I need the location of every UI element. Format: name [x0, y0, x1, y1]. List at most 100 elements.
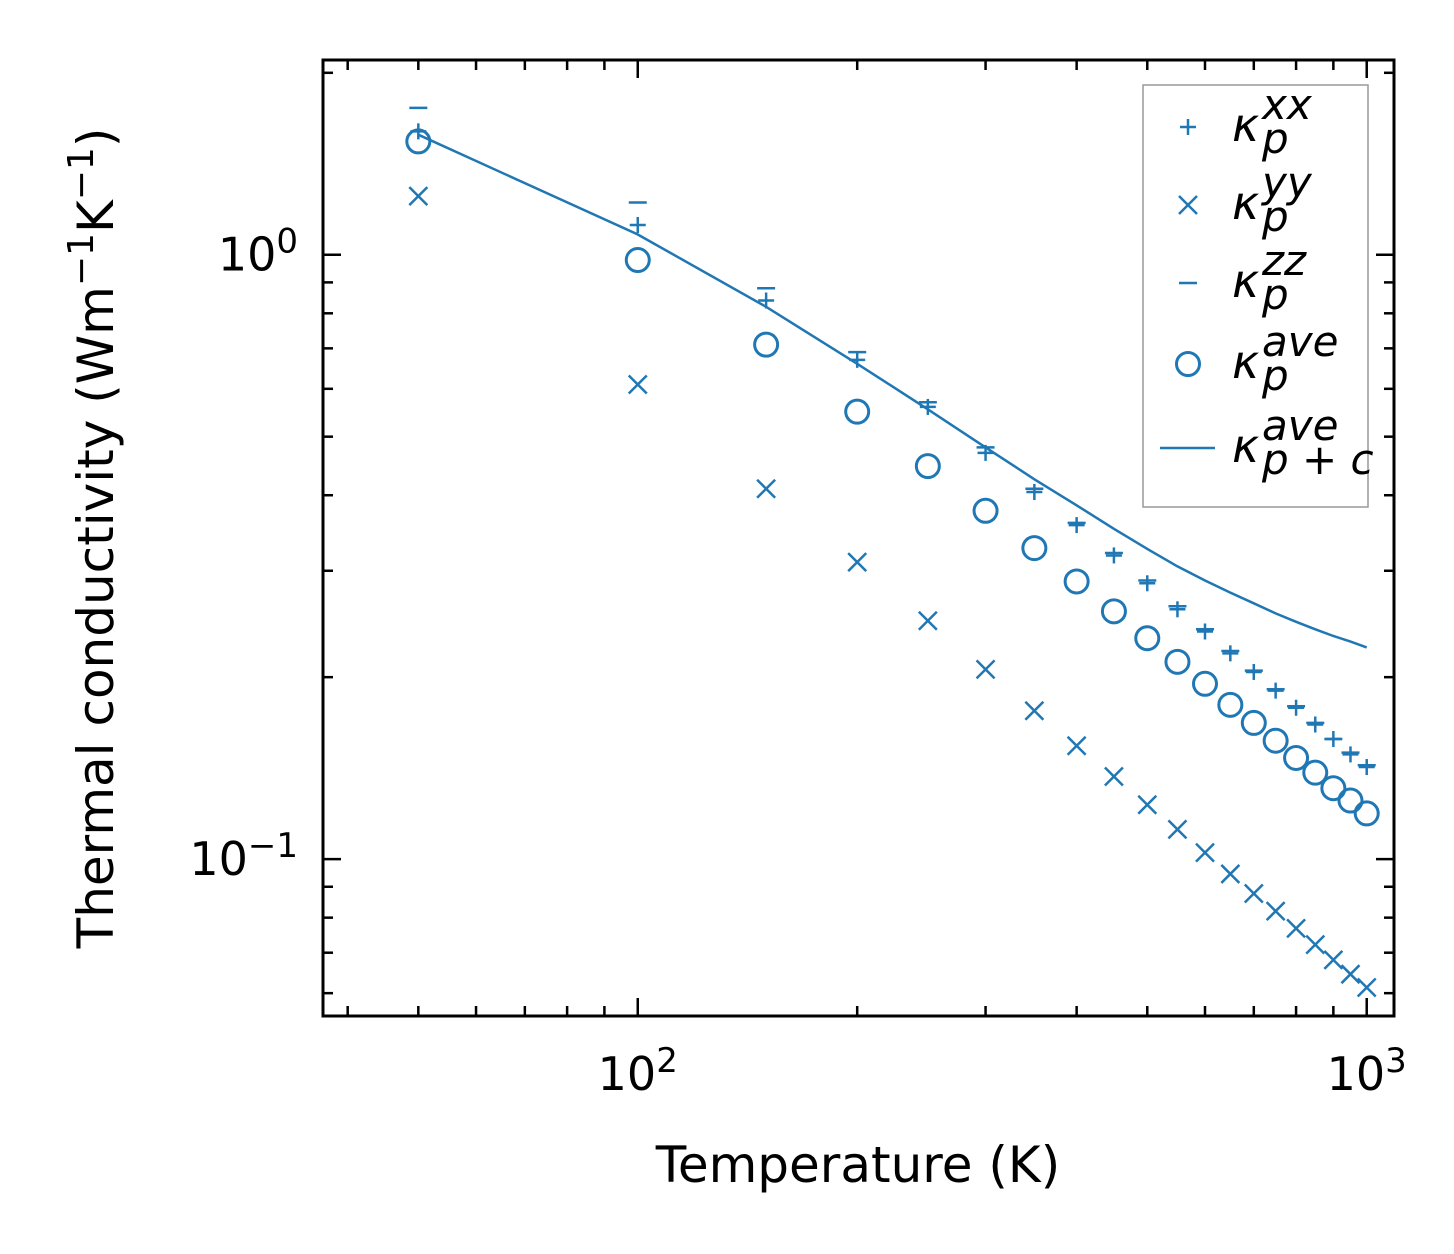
legend-sub-kappa_p_yy: p	[1261, 192, 1289, 241]
point-kappa_p_yy-b	[1137, 794, 1158, 815]
point-kappa_p_yy-b	[1305, 934, 1326, 955]
point-kappa_p_ave	[1302, 759, 1329, 786]
x-tick-label: 103	[1327, 1041, 1407, 1101]
point-kappa_p_yy	[1167, 819, 1188, 840]
legend-label-kappa_p_zz: κ	[1232, 254, 1259, 308]
y-tick-label: 10−1	[189, 826, 298, 886]
point-kappa_p_xx	[1245, 663, 1262, 680]
point-kappa_p_yy-b	[975, 659, 996, 680]
point-kappa_p_ave	[1337, 787, 1364, 814]
point-kappa_p_yy-b	[1265, 901, 1286, 922]
point-kappa_p_yy	[1340, 964, 1361, 985]
point-kappa_p_yy	[1195, 842, 1215, 863]
point-kappa_p_yy-b	[1220, 864, 1241, 884]
legend-sub-kappa_p_zz: p	[1261, 270, 1289, 319]
legend-entry-kappa_p_xx: κ xxp	[1180, 80, 1313, 163]
point-kappa_p_xx	[1068, 517, 1085, 534]
point-kappa_p_ave	[1353, 800, 1380, 827]
point-kappa_p_xx	[1307, 716, 1324, 733]
point-kappa_p_yy-b	[408, 186, 429, 207]
series-kappa_p_zz	[409, 106, 1376, 767]
point-kappa_p_yy	[917, 610, 938, 631]
point-kappa_p_ave	[1191, 670, 1218, 697]
legend-sub-kappa_p_ave: p	[1261, 351, 1289, 400]
point-kappa_p_xx	[1222, 645, 1239, 662]
point-kappa_p_xx	[1288, 699, 1305, 716]
point-kappa_p_ave	[1100, 598, 1127, 625]
point-kappa_p_yy	[847, 552, 868, 573]
point-kappa_p_yy-b	[1167, 819, 1188, 840]
y-axis-title: Thermal conductivity (Wm−1K−1)	[61, 128, 125, 950]
point-kappa_p_ave	[753, 331, 780, 358]
point-kappa_p_ave	[1320, 775, 1347, 802]
series-kappa_pc_ave	[417, 133, 1368, 649]
legend-marker-kappa_p_xx	[1180, 119, 1196, 135]
y-axis-title-exp2: −1	[61, 147, 102, 200]
point-kappa_p_yy-b	[756, 478, 777, 499]
legend-entry-kappa_p_zz: κ zzp	[1179, 236, 1307, 319]
point-kappa_p_xx	[1139, 575, 1156, 592]
point-kappa_p_ave	[405, 128, 432, 155]
legend-label-kappa_p_xx: κ	[1232, 98, 1259, 152]
point-kappa_p_xx	[1358, 759, 1375, 776]
point-kappa_p_yy-b	[627, 374, 648, 395]
point-kappa_p_yy	[1243, 883, 1264, 904]
point-kappa_p_xx	[1169, 601, 1186, 618]
legend-sup-kappa_p_yy: yy	[1260, 158, 1313, 207]
point-kappa_p_yy	[1265, 901, 1286, 922]
point-kappa_p_yy	[1104, 766, 1124, 787]
point-kappa_p_ave	[1063, 568, 1090, 595]
legend-label-kappa_p_yy: κ	[1232, 176, 1259, 230]
point-kappa_p_yy	[1305, 934, 1326, 955]
point-kappa_p_yy	[1137, 794, 1158, 815]
point-kappa_p_yy	[408, 186, 429, 207]
point-kappa_p_ave	[1283, 744, 1310, 771]
x-axis-title: Temperature (K)	[655, 1136, 1060, 1194]
point-kappa_p_ave	[1240, 709, 1267, 736]
axes-frame	[321, 58, 1396, 1018]
legend-sup-kappa_p_xx: xx	[1260, 80, 1313, 129]
point-kappa_p_yy-b	[1104, 766, 1124, 787]
legend-label-kappa_pc_ave: κ	[1232, 419, 1259, 473]
point-kappa_p_yy	[1323, 950, 1344, 970]
point-kappa_p_yy-b	[1066, 735, 1087, 756]
legend-label-kappa_p_ave: κ	[1232, 335, 1259, 389]
point-kappa_p_yy	[1066, 735, 1087, 756]
point-kappa_p_yy	[1024, 700, 1045, 721]
y-axis-title-end: )	[67, 128, 125, 148]
point-kappa_p_xx	[1196, 623, 1213, 640]
point-kappa_p_yy-b	[1195, 842, 1215, 863]
point-kappa_p_xx	[1267, 682, 1284, 699]
legend-sup-kappa_p_ave: ave	[1262, 317, 1338, 366]
point-kappa_p_yy-b	[847, 552, 868, 573]
legend-box	[1142, 84, 1369, 508]
point-kappa_p_ave	[1217, 691, 1244, 718]
x-tick-label: 102	[598, 1041, 678, 1101]
point-kappa_p_ave	[1021, 535, 1048, 562]
point-kappa_p_xx	[1026, 483, 1043, 500]
point-kappa_p_yy	[756, 478, 777, 499]
point-kappa_p_ave	[1164, 648, 1191, 675]
point-kappa_p_ave	[624, 247, 651, 274]
y-tick-label: 100	[218, 222, 298, 282]
point-kappa_p_yy-b	[1356, 977, 1377, 998]
point-kappa_p_yy-b	[917, 610, 938, 631]
point-kappa_p_yy-b	[1323, 950, 1344, 970]
point-kappa_p_ave	[1134, 625, 1161, 652]
legend-marker-kappa_p_yy	[1178, 195, 1198, 215]
legend-marker-kappa_p_yy-b	[1178, 195, 1198, 215]
point-kappa_p_yy	[1356, 977, 1377, 998]
point-kappa_p_xx	[1342, 746, 1359, 763]
legend-sub-kappa_p_xx: p	[1261, 114, 1289, 163]
point-kappa_p_yy	[1286, 918, 1306, 939]
series-kappa_p_ave	[405, 128, 1380, 827]
legend-sup-kappa_pc_ave: ave	[1262, 401, 1338, 450]
point-kappa_p_yy	[627, 374, 648, 395]
series-kappa_p_yy	[408, 186, 1377, 998]
point-kappa_p_yy	[1220, 864, 1241, 884]
point-kappa_p_ave	[914, 453, 941, 480]
point-kappa_p_yy-b	[1243, 883, 1264, 904]
point-kappa_p_xx	[1105, 547, 1122, 564]
y-axis-title-base: Thermal conductivity (Wm	[67, 286, 125, 949]
